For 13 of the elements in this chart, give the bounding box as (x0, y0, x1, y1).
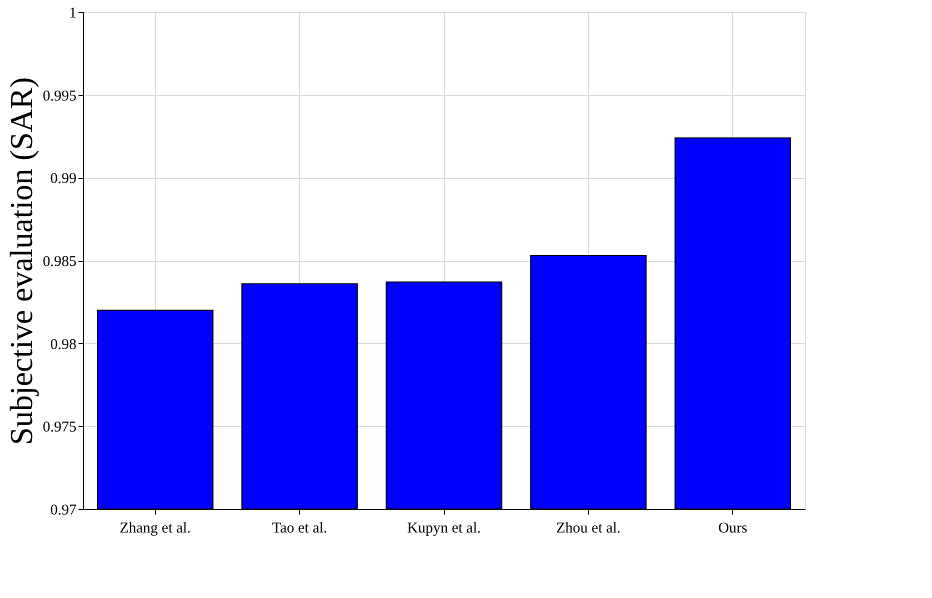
y-axis-title: Subjective evaluation (SAR) (2, 77, 39, 445)
x-tick-label: Zhou et al. (556, 520, 621, 536)
y-tick-label: 1 (69, 6, 76, 22)
x-tick-label: Kupyn et al. (407, 520, 481, 536)
y-tick-label: 0.985 (42, 254, 76, 270)
y-tick-label: 0.975 (42, 420, 76, 436)
y-tick-label: 0.995 (42, 88, 76, 104)
y-tick-label: 0.99 (50, 171, 76, 188)
x-tick-label: Ours (718, 520, 748, 536)
x-tick-label: Zhang et al. (120, 520, 191, 536)
x-tick-label: Tao et al. (272, 520, 328, 536)
y-tick-label: 0.98 (50, 336, 76, 353)
y-tick-label: 0.97 (50, 502, 77, 518)
